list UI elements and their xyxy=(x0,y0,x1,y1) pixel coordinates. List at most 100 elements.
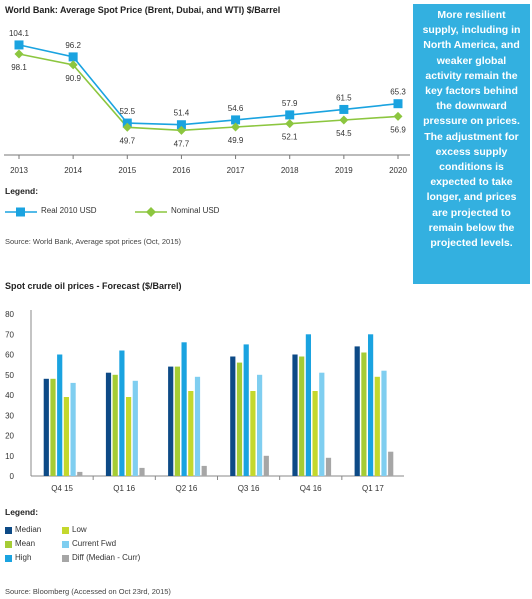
real-value-label: 61.5 xyxy=(336,93,352,102)
real-point xyxy=(339,104,349,114)
chart1-legend-title: Legend: xyxy=(5,186,39,196)
legend-swatch xyxy=(62,541,69,548)
bar-low xyxy=(312,391,318,476)
bar-mean xyxy=(361,352,367,476)
legend-real-label: Real 2010 USD xyxy=(41,206,97,215)
line-chart: 104.1 96.2 52.5 51.4 54.6 57.9 61.5 65.3 98.1 90.… xyxy=(4,29,410,175)
x-tick-label: Q2 16 xyxy=(176,484,198,493)
chart1-legend: Real 2010 USD Nominal USD xyxy=(5,205,405,221)
bar-low xyxy=(126,397,132,476)
x-tick-label: Q3 16 xyxy=(238,484,260,493)
nominal-point xyxy=(393,111,403,121)
bar-low xyxy=(188,391,194,476)
nominal-point xyxy=(68,60,78,70)
bar-current-fwd xyxy=(381,370,387,476)
callout-box: More resilient supply, including in Nort… xyxy=(413,4,530,284)
bar-high xyxy=(119,350,125,476)
nominal-value-label: 90.9 xyxy=(65,74,81,83)
bar-high xyxy=(57,354,63,476)
real-point xyxy=(68,52,78,62)
legend-real-swatch xyxy=(5,205,37,217)
bar-low xyxy=(250,391,256,476)
bar-diff-median-curr xyxy=(139,467,145,476)
legend-label: Mean xyxy=(15,539,36,548)
y-tick-label: 40 xyxy=(5,391,14,400)
x-tick-label: 2015 xyxy=(118,166,136,175)
x-tick-label: 2019 xyxy=(335,166,353,175)
real-point xyxy=(231,115,241,125)
nominal-point xyxy=(176,125,186,135)
x-tick-label: 2020 xyxy=(389,166,407,175)
y-tick-label: 60 xyxy=(5,351,14,360)
bar-low xyxy=(63,397,69,476)
legend-label: Diff (Median - Curr) xyxy=(72,553,141,562)
bar-current-fwd xyxy=(319,372,325,476)
chart1-title: World Bank: Average Spot Price (Brent, D… xyxy=(5,5,281,15)
real-value-label: 52.5 xyxy=(119,107,135,116)
real-value-label: 65.3 xyxy=(390,88,406,97)
bar-diff-median-curr xyxy=(201,465,207,476)
callout-text: More resilient supply, including in Nort… xyxy=(422,9,521,250)
nominal-point xyxy=(339,115,349,125)
bar-median xyxy=(230,356,236,476)
y-tick-label: 30 xyxy=(5,411,14,420)
bar-mean xyxy=(174,366,180,476)
real-point xyxy=(285,110,295,120)
real-point xyxy=(14,40,24,50)
bar-diff-median-curr xyxy=(388,451,394,476)
bar-current-fwd xyxy=(194,376,201,476)
legend-swatch xyxy=(62,527,69,534)
bar-current-fwd xyxy=(132,380,138,476)
nominal-point xyxy=(285,119,295,129)
legend-nominal-label: Nominal USD xyxy=(171,206,220,215)
nominal-point xyxy=(122,122,132,132)
x-tick-label: 2017 xyxy=(227,166,245,175)
x-tick-label: Q4 16 xyxy=(300,484,322,493)
bar-diff-median-curr xyxy=(325,457,332,476)
legend-label: High xyxy=(15,553,32,562)
y-tick-label: 70 xyxy=(5,330,14,339)
real-value-label: 57.9 xyxy=(282,99,298,108)
nominal-value-label: 56.9 xyxy=(390,125,406,134)
chart2-legend-title: Legend: xyxy=(5,507,39,517)
bar-high xyxy=(305,334,311,477)
y-tick-label: 20 xyxy=(5,432,14,441)
chart2-source: Source: Bloomberg (Accessed on Oct 23rd,… xyxy=(5,587,171,596)
bar-median xyxy=(292,354,298,476)
real-point xyxy=(393,99,403,109)
bar-low xyxy=(374,376,380,476)
legend-label: Median xyxy=(15,525,42,534)
real-value-label: 104.1 xyxy=(9,29,30,38)
bar-high xyxy=(181,342,187,476)
chart1-source: Source: World Bank, Average spot prices … xyxy=(5,237,182,246)
x-tick-label: 2016 xyxy=(173,166,191,175)
bar-current-fwd xyxy=(70,382,76,476)
real-value-label: 54.6 xyxy=(228,104,244,113)
bar-diff-median-curr xyxy=(263,455,269,477)
nominal-value-label: 52.1 xyxy=(282,133,298,142)
bar-mean xyxy=(299,356,305,476)
y-tick-label: 0 xyxy=(10,472,15,481)
x-tick-label: 2018 xyxy=(281,166,299,175)
bar-mean xyxy=(236,362,243,476)
real-point xyxy=(176,120,186,130)
nominal-value-label: 49.9 xyxy=(228,136,244,145)
bar-median xyxy=(105,372,112,476)
chart2-legend: Median Mean High Low Current Fwd Diff (Median… xyxy=(5,525,205,575)
bar-high xyxy=(243,344,249,476)
nominal-point xyxy=(14,49,24,59)
real-value-label: 51.4 xyxy=(174,109,190,118)
x-tick-label: 2013 xyxy=(10,166,28,175)
y-tick-label: 10 xyxy=(5,452,14,461)
chart2-title: Spot crude oil prices - Forecast ($/Barr… xyxy=(5,281,182,291)
nominal-value-label: 47.7 xyxy=(174,139,190,148)
bar-median xyxy=(168,366,174,476)
bar-diff-median-curr xyxy=(77,471,83,476)
legend-swatch xyxy=(62,555,69,562)
x-tick-label: 2014 xyxy=(64,166,82,175)
y-tick-label: 50 xyxy=(5,371,14,380)
bar-mean xyxy=(112,374,118,477)
legend-swatch xyxy=(5,527,12,534)
series-line-real xyxy=(18,44,399,126)
nominal-value-label: 54.5 xyxy=(336,129,352,138)
